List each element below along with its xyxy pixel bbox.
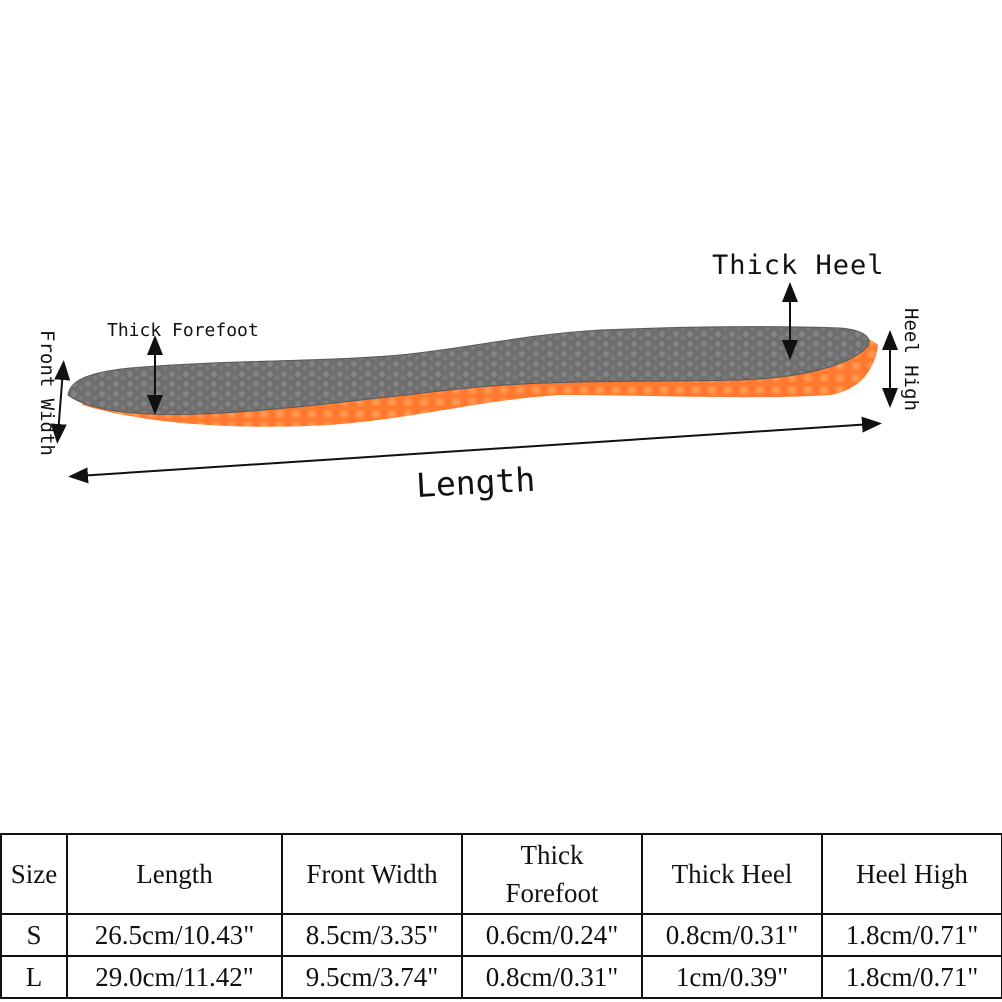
- length-label: Length: [415, 459, 537, 505]
- heel-high-label: Heel High: [900, 308, 922, 411]
- insole-illustration: [50, 282, 898, 484]
- front-width-label: Front Width: [36, 330, 58, 456]
- table-cell: 1cm/0.39": [641, 955, 823, 999]
- table-cell: 0.8cm/0.31": [461, 955, 643, 999]
- table-cell: 1.8cm/0.71": [821, 913, 1002, 957]
- header-heel-high: Heel High: [821, 833, 1002, 915]
- table-cell: S: [0, 913, 68, 957]
- table-cell: 29.0cm/11.42": [66, 955, 283, 999]
- table-cell: 9.5cm/3.74": [281, 955, 463, 999]
- table-cell: 0.8cm/0.31": [641, 913, 823, 957]
- table-cell: 26.5cm/10.43": [66, 913, 283, 957]
- table-cell: 8.5cm/3.35": [281, 913, 463, 957]
- table-cell: 0.6cm/0.24": [461, 913, 643, 957]
- size-chart-table: Size Length Front Width Thick Forefoot T…: [0, 833, 1002, 999]
- table-cell: L: [0, 955, 68, 999]
- header-length: Length: [66, 833, 283, 915]
- table-header-row: Size Length Front Width Thick Forefoot T…: [0, 833, 1002, 915]
- header-size: Size: [0, 833, 68, 915]
- insole-top-layer: [67, 326, 870, 415]
- length-arrow: [68, 416, 882, 484]
- header-front-width: Front Width: [281, 833, 463, 915]
- table-row: L 29.0cm/11.42" 9.5cm/3.74" 0.8cm/0.31" …: [0, 955, 1002, 999]
- table-cell: 1.8cm/0.71": [821, 955, 1002, 999]
- front-width-arrow: [50, 360, 71, 444]
- product-diagram: Thick Heel Thick Forefoot Length Front W…: [36, 250, 922, 505]
- header-thick-forefoot: Thick Forefoot: [461, 833, 643, 915]
- header-thick-heel: Thick Heel: [641, 833, 823, 915]
- table-row: S 26.5cm/10.43" 8.5cm/3.35" 0.6cm/0.24" …: [0, 913, 1002, 957]
- thick-heel-label: Thick Heel: [712, 250, 885, 281]
- thick-forefoot-label: Thick Forefoot: [107, 320, 259, 341]
